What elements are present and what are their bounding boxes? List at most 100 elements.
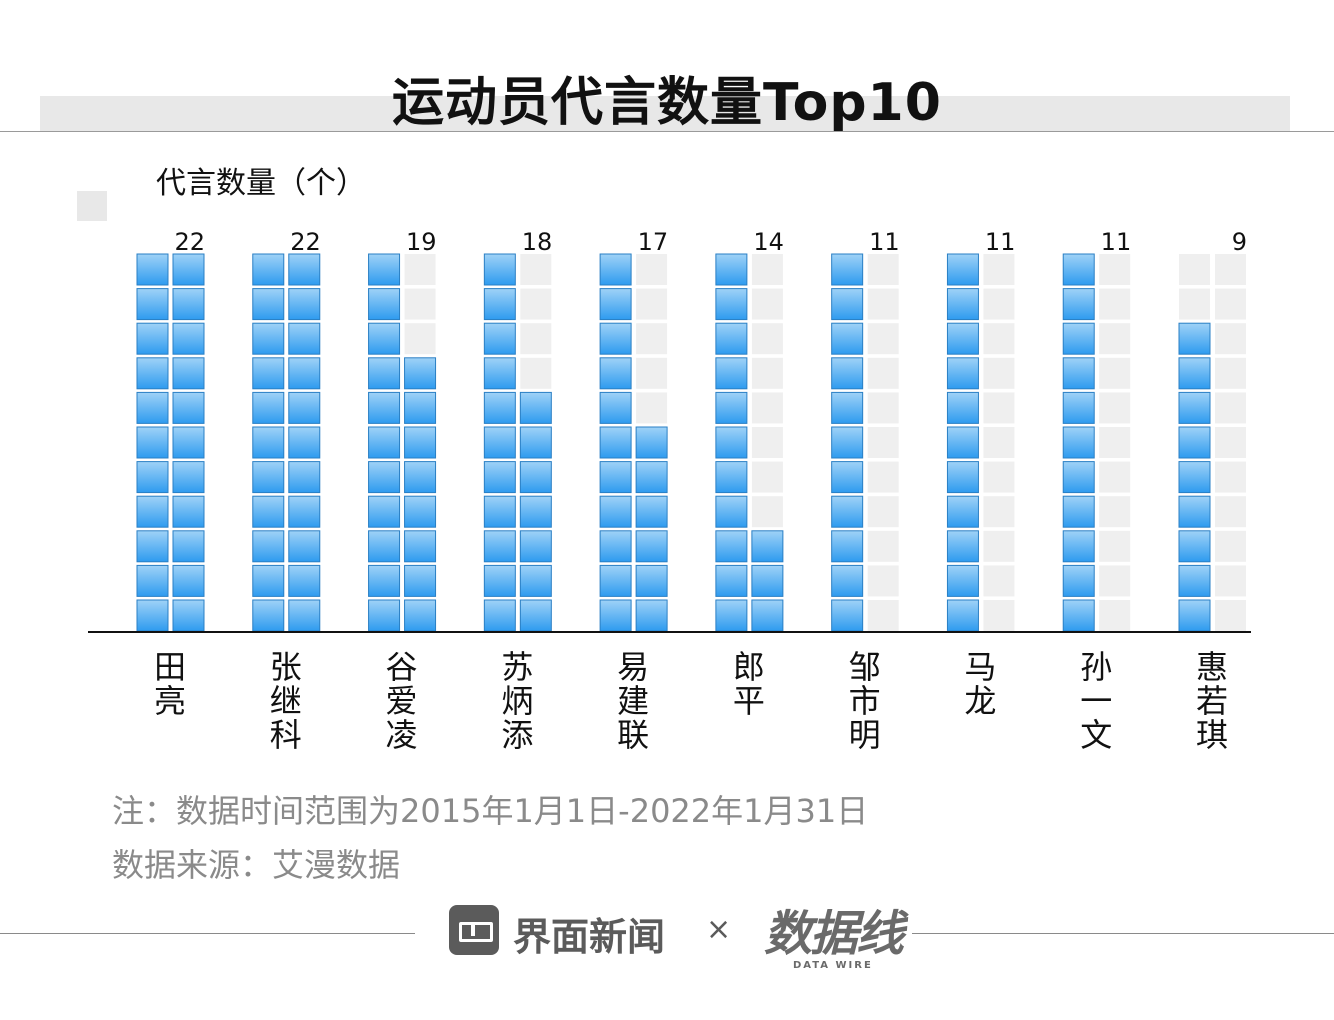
- bar-block: [136, 461, 169, 494]
- bar-block-empty: [867, 427, 899, 458]
- category-label: 惠若琪: [1196, 648, 1228, 754]
- bar-block: [136, 599, 169, 632]
- bar-block: [483, 495, 516, 528]
- bar-block: [252, 495, 285, 528]
- bar-block: [252, 391, 285, 424]
- data-wire-subtitle: DATA WIRE: [793, 960, 873, 971]
- category-label: 苏炳添: [501, 648, 533, 754]
- note-source: 数据来源：艾漫数据: [112, 846, 401, 884]
- category-label: 马龙: [964, 648, 996, 720]
- bar-block: [1062, 288, 1095, 321]
- bar-block: [831, 322, 864, 355]
- bar-block: [946, 530, 979, 563]
- bar-block: [288, 426, 321, 459]
- bar-block: [1062, 391, 1095, 424]
- bar-block-empty: [983, 600, 1015, 631]
- bar-block: [715, 495, 748, 528]
- bar-block: [172, 357, 205, 390]
- bar-block-empty: [1215, 565, 1246, 597]
- bar-block: [404, 426, 437, 459]
- bar-block-empty: [751, 357, 783, 389]
- bar-block: [635, 530, 668, 563]
- bar-block: [715, 322, 748, 355]
- bar-block: [519, 391, 552, 424]
- bar-block: [1062, 599, 1095, 632]
- bar-block: [1178, 357, 1211, 390]
- bar-block: [288, 391, 321, 424]
- times-sign: ×: [706, 912, 732, 947]
- bar-block: [1062, 564, 1095, 597]
- bar-block: [831, 426, 864, 459]
- value-label: 18: [522, 228, 553, 256]
- bar-block: [288, 495, 321, 528]
- bar-block: [599, 426, 632, 459]
- bar-block: [368, 495, 401, 528]
- bar-block-empty: [751, 288, 783, 320]
- bar-block: [599, 530, 632, 563]
- bar-block-empty: [867, 565, 899, 597]
- bar-block: [172, 599, 205, 632]
- brand-logo-icon: [449, 905, 499, 955]
- bar-block: [1062, 322, 1095, 355]
- bar-block: [136, 530, 169, 563]
- bar-block: [715, 288, 748, 321]
- bar-block-empty: [751, 461, 783, 493]
- bar-block: [172, 253, 205, 286]
- bar-block: [751, 564, 784, 597]
- bar-block: [404, 564, 437, 597]
- bar-block: [288, 357, 321, 390]
- bar-block: [635, 495, 668, 528]
- chart-title: 运动员代言数量Top10: [392, 73, 942, 133]
- bar-block-empty: [867, 530, 899, 562]
- value-label: 19: [406, 228, 437, 256]
- bar-block: [831, 461, 864, 494]
- value-label: 9: [1232, 228, 1247, 256]
- bar-block: [483, 322, 516, 355]
- bar-block: [1178, 461, 1211, 494]
- bar-block-empty: [751, 254, 783, 285]
- bar-block: [404, 495, 437, 528]
- bar-block-empty: [1215, 323, 1246, 355]
- value-label: 14: [753, 228, 784, 256]
- bar-block: [599, 357, 632, 390]
- bar-block-empty: [867, 461, 899, 493]
- category-label: 郎平: [733, 648, 765, 720]
- category-label: 谷爱凌: [386, 648, 418, 754]
- title-band: [40, 96, 1290, 132]
- bar-block: [368, 357, 401, 390]
- bar-block: [519, 599, 552, 632]
- bar-block: [136, 357, 169, 390]
- bar-block-empty: [1099, 565, 1131, 597]
- bar-block: [368, 288, 401, 321]
- bar-block-empty: [1099, 600, 1131, 631]
- bar-block: [252, 322, 285, 355]
- bar-block: [172, 288, 205, 321]
- bar-block-empty: [867, 496, 899, 528]
- bar-block: [136, 322, 169, 355]
- bar-block-empty: [1099, 357, 1131, 389]
- bar-block-empty: [983, 323, 1015, 355]
- bar-block: [483, 253, 516, 286]
- bar-block: [519, 495, 552, 528]
- pictograph-chart: 22 田亮 22 张继科 19 谷爱凌 18 苏炳添 17 易建联 14 郎平 11 邹市明 11 马龙 11 孙…: [88, 228, 1251, 754]
- value-label: 22: [174, 228, 205, 256]
- bar-block-empty: [636, 288, 668, 320]
- bar-block: [946, 426, 979, 459]
- bar-block: [252, 530, 285, 563]
- bar-block-empty: [520, 357, 552, 389]
- bar-block: [1062, 253, 1095, 286]
- value-label: 22: [290, 228, 321, 256]
- bar-block-empty: [1099, 461, 1131, 493]
- bar-block: [368, 253, 401, 286]
- bar-block: [368, 461, 401, 494]
- bar-block-empty: [404, 254, 436, 285]
- bar-block: [172, 322, 205, 355]
- bar-block: [483, 530, 516, 563]
- bar-block: [946, 461, 979, 494]
- bar-block: [1178, 564, 1211, 597]
- bar-block: [715, 530, 748, 563]
- bar-block-empty: [1099, 323, 1131, 355]
- bar-block: [1178, 426, 1211, 459]
- bar-block: [635, 564, 668, 597]
- bar-block: [288, 530, 321, 563]
